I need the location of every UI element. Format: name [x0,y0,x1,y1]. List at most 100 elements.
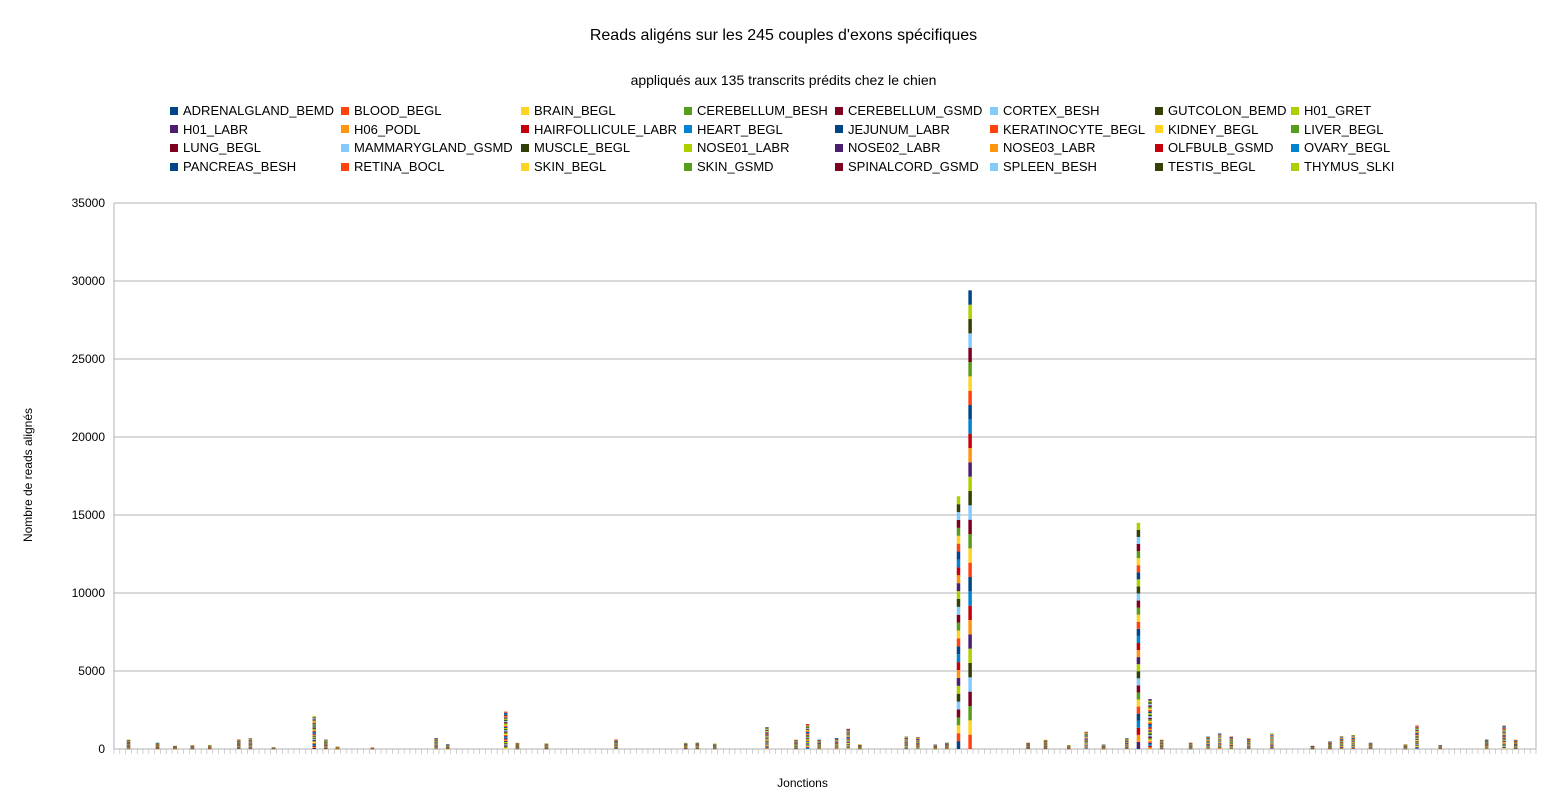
bar-segment [237,740,241,742]
legend-label: MAMMARYGLAND_GSMD [354,140,513,156]
bar-segment [312,744,316,746]
bar-segment [968,706,972,721]
bar-segment [765,734,769,736]
bar-segment [248,743,253,745]
bar-segment [1246,745,1251,746]
bar-segment [1084,736,1088,738]
bar-segment [794,744,798,746]
bar-segment [1043,741,1048,743]
bar-segment [834,742,839,744]
bar-segment [834,748,839,749]
bar-segment [765,738,769,739]
bar-segment [1339,748,1344,749]
bar-segment [846,731,850,732]
bar-segment [504,739,508,741]
bar-segment [904,748,908,750]
bar-segment [765,732,769,734]
bar-segment [614,743,618,745]
bar-segment [956,677,961,686]
bar-segment [1136,607,1141,615]
bar-segment [904,736,908,738]
bar-segment [1351,747,1355,749]
bar-segment [1339,743,1344,745]
bar-segment [1136,678,1141,686]
bar-segment [324,743,328,744]
bar-segment [173,745,177,747]
bar-segment [324,742,328,744]
bar-segment [1148,719,1152,721]
bar-segment [237,744,241,745]
bar-segment [190,745,195,746]
bar-segment [765,731,769,732]
legend-item: LUNG_BEGL [170,140,261,155]
bar-segment [1270,740,1274,741]
bar-segment [794,746,798,747]
bar-segment [614,746,618,747]
bar-segment [1246,740,1251,741]
bar-segment [1084,742,1088,743]
bar-segment [1484,744,1489,745]
bar-segment [312,731,316,733]
bar-segment [1351,740,1355,741]
bar-segment [794,739,798,741]
bar-segment [312,729,316,731]
bar-segment [968,347,972,363]
bar-segment [794,740,798,742]
legend-item: CEREBELLUM_BESH [684,103,828,118]
bar-segment [846,733,850,735]
bar-segment [1484,748,1489,750]
bar-segment [434,740,438,741]
bar-segment [956,630,961,639]
bar-segment [312,719,316,721]
bar-segment [904,746,908,747]
bar-segment [1229,738,1234,739]
bar-segment [1206,738,1210,740]
legend-label: MUSCLE_BEGL [534,140,631,156]
bar-segment [1159,743,1164,744]
bar-segment [1043,748,1048,749]
bar-segment [324,739,328,741]
bar-segment [805,731,810,733]
legend-item: H01_GRET [1291,103,1371,118]
bar-segment [237,746,241,747]
bar-segment [1415,743,1419,744]
bar-segment [324,741,328,743]
legend-label: SPINALCORD_GSMD [848,159,979,175]
bar-segment [916,738,920,740]
bar-segment [1513,741,1518,742]
bar-segment [1415,740,1419,742]
bar-segment [1246,738,1251,739]
bar-segment [805,735,810,737]
bar-segment [126,742,131,744]
bar-segment [1159,739,1164,741]
legend-swatch [990,162,998,171]
bar-segment [1270,738,1274,739]
bar-segment [1229,738,1234,740]
bar-segment [1043,745,1048,747]
bar-segment [434,738,438,739]
legend-item: THYMUS_SLKI [1291,159,1394,174]
y-tick-label: 20000 [72,430,106,444]
bar-segment [956,741,961,749]
bar-segment [1084,745,1088,746]
bar-segment [805,737,810,739]
bar-segment [1217,735,1222,737]
bar-segment [1415,725,1419,727]
legend-label: TESTIS_BEGL [1168,159,1256,175]
bar-segment [1339,737,1344,739]
bar-segment [1484,747,1489,749]
bar-segment [1043,740,1048,741]
bar-segment [1136,600,1141,608]
bar-segment [1136,572,1141,580]
chart-title: Reads aligéns sur les 245 couples d'exon… [589,27,978,44]
bar-segment [237,746,241,747]
bar-segment [834,738,839,740]
legend-item: RETINA_BOCL [341,159,444,174]
bar-segment [1136,713,1141,721]
legend-swatch [1291,162,1299,171]
bar-segment [846,728,850,730]
bar-segment [1513,739,1518,741]
bar-segment [1136,635,1141,643]
bar-segment [1246,741,1251,743]
bar-segment [1159,743,1164,745]
